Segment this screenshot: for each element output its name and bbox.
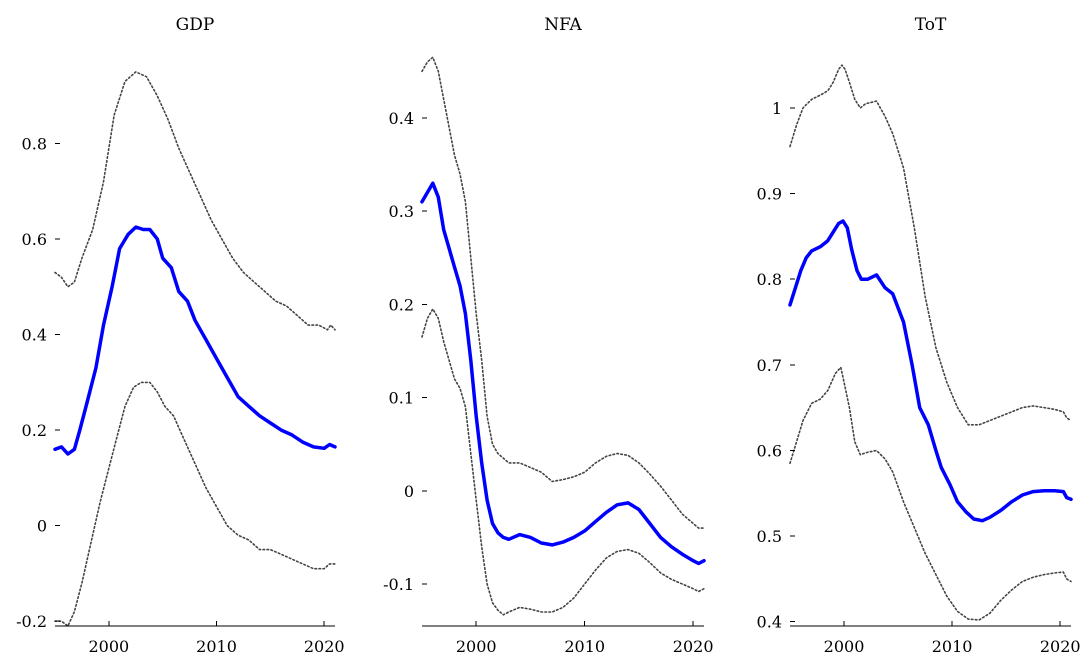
- y-tick-label: 0: [404, 482, 414, 501]
- series-line-median: [53, 225, 337, 456]
- x-tick-label: 2010: [196, 637, 237, 656]
- panel-gdp: GDP 2000 2010 2020 -0.2 0 0.2 0.4 0.6 0.8: [16, 15, 344, 656]
- x-tick-label: 2000: [456, 637, 497, 656]
- y-tick-label: 0.6: [757, 441, 782, 460]
- y-tick-label: -0.2: [16, 612, 47, 631]
- x-tick-label: 2020: [1040, 637, 1081, 656]
- series-line-lower: [421, 308, 705, 616]
- series-line-upper: [789, 64, 1072, 426]
- y-tick-label: 0.1: [389, 389, 414, 408]
- x-tick-label: 2000: [824, 637, 865, 656]
- series-line-lower: [54, 381, 336, 627]
- y-tick-label: 0.4: [757, 613, 782, 632]
- y-tick-label: -0.1: [383, 575, 414, 594]
- y-tick-label: 0.2: [22, 421, 47, 440]
- x-tick-label: 2010: [932, 637, 973, 656]
- x-tick-label: 2010: [564, 637, 605, 656]
- y-tick-label: 0.9: [757, 185, 782, 204]
- series-line-median: [420, 181, 706, 566]
- series-line-lower: [789, 366, 1072, 621]
- panel-tot: ToT 2000 2010 2020 0.4 0.5 0.6 0.7 0.8 0.9 1: [757, 15, 1081, 656]
- y-tick-label: 0.7: [757, 356, 782, 375]
- x-tick-label: 2020: [673, 637, 714, 656]
- series-line-median: [788, 219, 1073, 523]
- panel-nfa: NFA 2000 2010 2020 -0.1 0 0.1 0.2 0.3 0.4: [383, 15, 713, 656]
- series-line-upper: [421, 56, 705, 529]
- x-tick-label: 2020: [304, 637, 345, 656]
- series-line-upper: [54, 71, 336, 331]
- y-tick-label: 1: [772, 99, 782, 118]
- y-tick-label: 0.3: [389, 202, 414, 221]
- y-tick-label: 0.2: [389, 295, 414, 314]
- y-tick-label: 0.8: [757, 270, 782, 289]
- panel-title: ToT: [915, 15, 947, 35]
- y-tick-label: 0.4: [22, 326, 47, 345]
- y-tick-label: 0: [37, 517, 47, 536]
- x-tick-label: 2000: [88, 637, 129, 656]
- panel-title: NFA: [544, 15, 582, 35]
- y-tick-label: 0.8: [22, 135, 47, 154]
- panel-title: GDP: [176, 15, 215, 35]
- y-tick-label: 0.4: [389, 109, 414, 128]
- y-tick-label: 0.5: [757, 527, 782, 546]
- y-tick-label: 0.6: [22, 230, 47, 249]
